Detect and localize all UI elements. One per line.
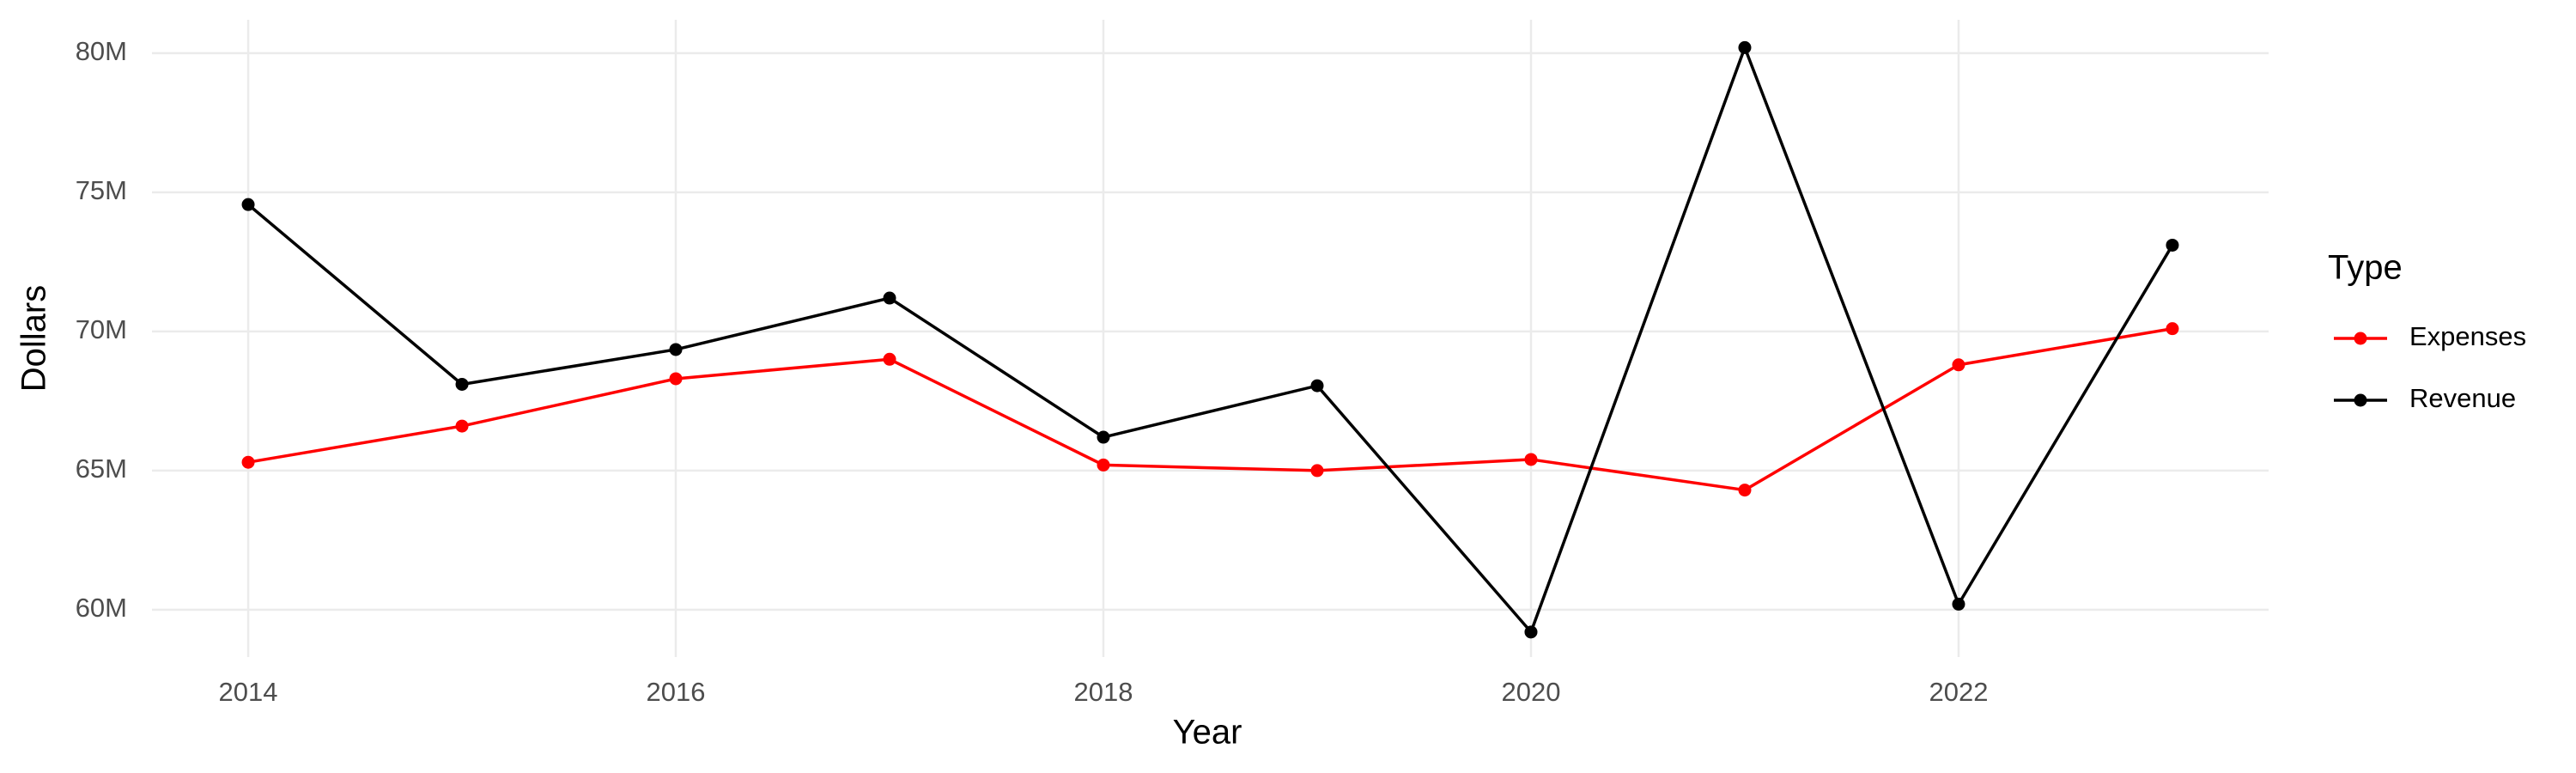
legend-label: Revenue xyxy=(2409,383,2516,413)
data-point xyxy=(1310,379,1324,393)
x-tick-label: 2018 xyxy=(1074,677,1133,707)
y-tick-label: 65M xyxy=(76,453,127,484)
data-point xyxy=(455,419,469,433)
data-point xyxy=(669,343,683,356)
x-axis-title: Year xyxy=(1173,714,1242,752)
data-point xyxy=(669,372,683,386)
legend-key-point xyxy=(2354,332,2367,345)
data-point xyxy=(1524,453,1538,466)
data-point xyxy=(241,455,255,469)
data-point xyxy=(1738,484,1752,497)
data-point xyxy=(1952,597,1965,611)
series-line xyxy=(246,43,2174,636)
data-point xyxy=(455,377,469,391)
x-tick-label: 2020 xyxy=(1502,677,1561,707)
y-tick-label: 70M xyxy=(76,314,127,344)
data-point xyxy=(1097,430,1110,444)
data-point xyxy=(241,198,255,211)
data-point xyxy=(1952,358,1965,372)
legend-title: Type xyxy=(2328,249,2403,287)
data-point xyxy=(1738,40,1752,54)
data-point xyxy=(2166,322,2179,336)
data-point xyxy=(883,291,896,305)
x-tick-label: 2016 xyxy=(647,677,706,707)
y-tick-label: 80M xyxy=(76,36,127,66)
y-axis-title: Dollars xyxy=(15,285,53,392)
x-tick-label: 2014 xyxy=(219,677,278,707)
x-tick-label: 2022 xyxy=(1929,677,1988,707)
data-point xyxy=(883,352,896,366)
y-tick-label: 60M xyxy=(76,593,127,623)
data-point xyxy=(1524,625,1538,639)
series-line xyxy=(247,326,2173,492)
data-point xyxy=(1310,464,1324,478)
y-tick-label: 75M xyxy=(76,175,127,205)
legend-label: Expenses xyxy=(2409,321,2526,351)
legend-key-point xyxy=(2354,393,2367,407)
data-point xyxy=(1097,458,1110,472)
data-point xyxy=(2166,238,2179,252)
